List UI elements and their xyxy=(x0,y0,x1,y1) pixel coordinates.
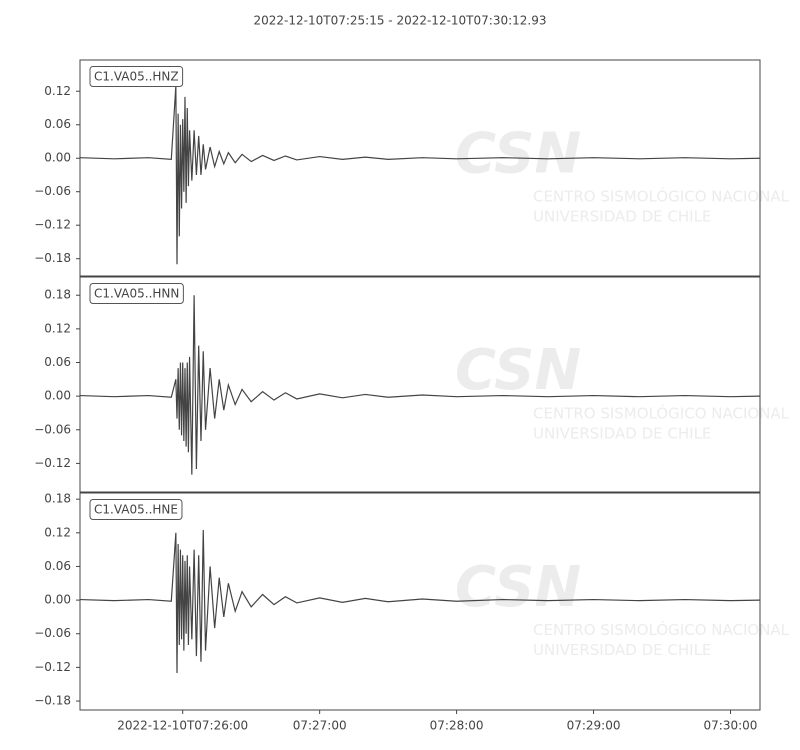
x-tick-label: 07:27:00 xyxy=(293,719,347,733)
y-tick-label: −0.18 xyxy=(34,251,71,265)
waveform xyxy=(79,295,760,475)
watermark-text: UNIVERSIDAD DE CHILE xyxy=(533,424,711,442)
trace-label-box xyxy=(89,499,183,520)
trace-label-box xyxy=(89,283,184,304)
y-tick-label: 0.06 xyxy=(44,559,71,573)
watermark-text: CENTRO SISMOLÓGICO NACIONAL xyxy=(533,620,790,639)
x-tick-label: 07:28:00 xyxy=(430,719,484,733)
x-tick-label: 07:30:00 xyxy=(704,719,758,733)
y-tick-label: 0.12 xyxy=(44,84,71,98)
y-tick-label: 0.12 xyxy=(44,321,71,335)
waveform xyxy=(79,529,760,673)
plot-frame xyxy=(79,276,761,493)
y-tick-label: 0.06 xyxy=(44,355,71,369)
plot-frame xyxy=(79,492,761,711)
y-tick-label: −0.06 xyxy=(34,184,71,198)
watermark-text: CENTRO SISMOLÓGICO NACIONAL xyxy=(533,187,790,206)
x-tick-label: 2022-12-10T07:26:00 xyxy=(117,719,248,733)
plot-frame xyxy=(79,59,761,277)
x-tick-label: 07:29:00 xyxy=(567,719,621,733)
y-tick-label: −0.12 xyxy=(34,456,71,470)
y-tick-label: 0.06 xyxy=(44,117,71,131)
trace-label-box xyxy=(89,66,184,87)
trace-label: C1.VA05..HNN xyxy=(94,287,179,301)
y-tick-label: −0.12 xyxy=(34,218,71,232)
watermark-text: CENTRO SISMOLÓGICO NACIONAL xyxy=(533,403,790,422)
y-tick-label: 0.18 xyxy=(44,492,71,506)
watermark-logo: CSN xyxy=(455,555,581,620)
watermark-text: UNIVERSIDAD DE CHILE xyxy=(533,641,711,659)
y-tick-label: 0.12 xyxy=(44,525,71,539)
y-tick-label: 0.00 xyxy=(44,151,71,165)
y-tick-label: −0.06 xyxy=(34,626,71,640)
y-tick-label: 0.00 xyxy=(44,389,71,403)
y-tick-label: −0.12 xyxy=(34,660,71,674)
watermark-logo: CSN xyxy=(455,121,581,186)
y-tick-label: 0.18 xyxy=(44,288,71,302)
watermark-logo: CSN xyxy=(455,338,581,403)
y-tick-label: −0.18 xyxy=(34,694,71,708)
y-tick-label: −0.06 xyxy=(34,422,71,436)
trace-label: C1.VA05..HNZ xyxy=(94,70,179,84)
chart-title: 2022-12-10T07:25:15 - 2022-12-10T07:30:1… xyxy=(254,14,547,28)
y-tick-label: 0.00 xyxy=(44,593,71,607)
watermark-text: UNIVERSIDAD DE CHILE xyxy=(533,208,711,226)
waveform xyxy=(79,85,760,265)
trace-label: C1.VA05..HNE xyxy=(94,503,178,517)
